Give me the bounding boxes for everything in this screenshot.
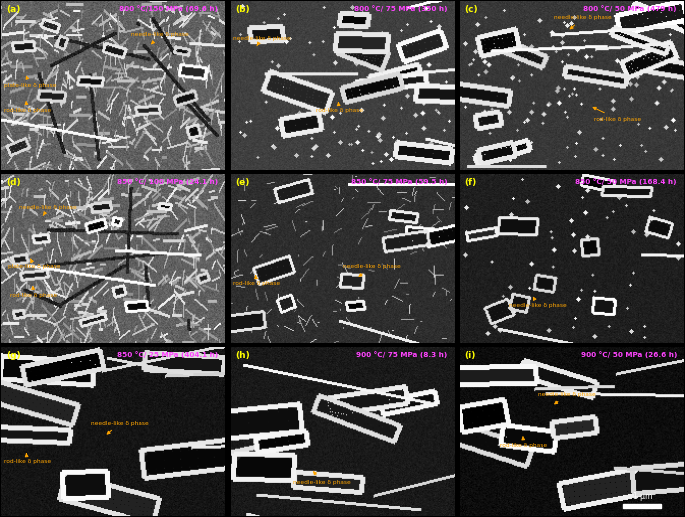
Text: (d): (d) [6,178,21,187]
Text: needle-like δ phase: needle-like δ phase [554,16,612,29]
Text: 850 °C/ 75 MPa (59.5 h): 850 °C/ 75 MPa (59.5 h) [351,178,447,185]
Text: (a): (a) [6,5,21,14]
Text: rod-like δ phase: rod-like δ phase [593,108,641,121]
Text: 850 °C/ 25 MPa (404.1 h): 850 °C/ 25 MPa (404.1 h) [117,352,219,358]
Text: 850 °C/ 100 MPa (24.1 h): 850 °C/ 100 MPa (24.1 h) [117,178,219,185]
Text: (e): (e) [235,178,249,187]
Text: (i): (i) [464,352,476,360]
Text: (f): (f) [464,178,477,187]
Text: (g): (g) [6,352,21,360]
Text: 800 °C/ 50 MPa (479 h): 800 °C/ 50 MPa (479 h) [584,5,677,12]
Text: 900 °C/ 75 MPa (8.3 h): 900 °C/ 75 MPa (8.3 h) [356,352,447,358]
Text: 800 °C/150 MPa (69.6 h): 800 °C/150 MPa (69.6 h) [119,5,219,12]
Text: needle-like δ phase: needle-like δ phase [538,392,596,404]
Text: needle-like δ phase: needle-like δ phase [509,297,567,308]
Text: rod-like δ phase: rod-like δ phase [3,102,51,113]
Text: rod-like δ phase: rod-like δ phase [3,453,51,464]
Text: 900 °C/ 50 MPa (26.6 h): 900 °C/ 50 MPa (26.6 h) [581,352,677,358]
Text: rod-like δ phase: rod-like δ phase [10,286,58,298]
Text: needle-like δ phase: needle-like δ phase [342,264,400,277]
Text: rod-like δ phase: rod-like δ phase [233,276,280,286]
Text: plate-like δ phase: plate-like δ phase [3,77,56,88]
Text: needle-like δ phase: needle-like δ phase [293,472,351,485]
Text: plate-like δ phase: plate-like δ phase [8,259,60,269]
Text: rod-like δ phase: rod-like δ phase [316,102,363,113]
Text: (b): (b) [235,5,250,14]
Text: needle-like δ phase: needle-like δ phase [233,36,290,46]
Text: (c): (c) [464,5,478,14]
Text: needle-like δ phase: needle-like δ phase [131,32,189,44]
Text: 850 °C/ 50 MPa (168.4 h): 850 °C/ 50 MPa (168.4 h) [575,178,677,185]
Bar [623,505,661,508]
Text: needle-like δ phase: needle-like δ phase [19,205,77,216]
Text: rod-like δ phase: rod-like δ phase [500,437,547,448]
Text: 800 °C/ 75 MPa (350 h): 800 °C/ 75 MPa (350 h) [354,5,447,12]
Text: 1 μm: 1 μm [632,492,652,501]
Text: (h): (h) [235,352,250,360]
Text: needle-like δ phase: needle-like δ phase [91,421,149,434]
